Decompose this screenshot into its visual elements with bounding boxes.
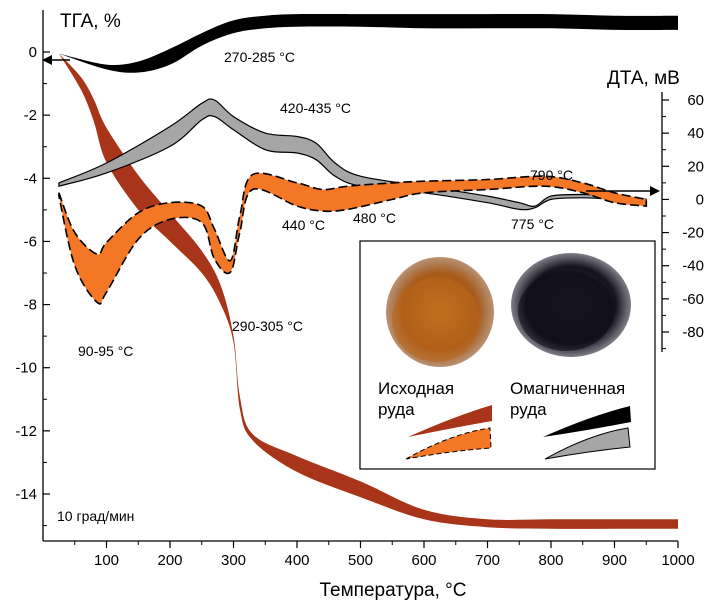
y-left-tick-label: -2 xyxy=(24,107,37,124)
annotation-270-285: 270-285 °C xyxy=(224,49,295,65)
y-right-tick-label: 20 xyxy=(687,158,704,175)
y-left-tick-label: -6 xyxy=(24,233,37,250)
y-left-title: ТГА, % xyxy=(60,11,121,32)
left-arrow-head xyxy=(42,55,52,65)
annotation-790: 790 °C xyxy=(530,167,573,183)
annotation-420-435: 420-435 °C xyxy=(280,100,351,116)
y-left-tick-label: 0 xyxy=(29,44,37,61)
y-right-title: ДТА, мВ xyxy=(607,68,680,89)
x-axis-title: Температура, °С xyxy=(320,580,467,601)
data-bands xyxy=(58,14,678,529)
y-left-tick-label: -4 xyxy=(24,170,37,187)
y-right-tick-label: -40 xyxy=(682,258,704,275)
ticks xyxy=(43,51,679,548)
legend-swatch-magnetized-dta xyxy=(544,427,631,460)
legend-original-line1: Исходная xyxy=(378,379,454,398)
heating-rate-label: 10 град/мин xyxy=(57,508,134,524)
x-tick-label: 1000 xyxy=(661,552,694,569)
y-right-tick-label: 40 xyxy=(687,125,704,142)
right-arrow-head xyxy=(650,186,660,196)
tga-magnetized-band xyxy=(58,14,678,73)
legend-swatch-original-dta xyxy=(405,427,492,460)
axis-arrows xyxy=(42,55,660,196)
x-tick-label: 200 xyxy=(157,552,182,569)
tick-labels: 100 200 300 400 500 600 700 800 900 10000-2-4-6-8… xyxy=(15,44,704,569)
x-tick-label: 900 xyxy=(602,552,627,569)
legend-magnetized-line1: Омагниченная xyxy=(510,379,625,398)
legend-inset: Исходная руда Омагниченная руда xyxy=(359,240,656,470)
y-right-tick-label: 60 xyxy=(687,92,704,109)
y-left-tick-label: -8 xyxy=(24,297,37,314)
y-left-tick-label: -14 xyxy=(15,486,37,503)
annotation-440: 440 °C xyxy=(282,217,325,233)
legend-swatch-original-tga xyxy=(408,405,492,437)
x-tick-label: 700 xyxy=(475,552,500,569)
x-tick-label: 800 xyxy=(538,552,563,569)
annotation-480: 480 °C xyxy=(353,210,396,226)
annotation-290-305: 290-305 °C xyxy=(232,318,303,334)
x-tick-label: 500 xyxy=(348,552,373,569)
y-right-tick-label: -20 xyxy=(682,225,704,242)
x-tick-label: 400 xyxy=(284,552,309,569)
x-tick-label: 100 xyxy=(94,552,119,569)
annotation-90-95: 90-95 °C xyxy=(78,343,133,359)
y-left-tick-label: -10 xyxy=(15,360,37,377)
legend-original-line2: руда xyxy=(378,400,415,419)
magnetized-ore-photo xyxy=(511,253,631,357)
dta-original-band xyxy=(58,172,648,305)
annotation-775: 775 °C xyxy=(511,216,554,232)
legend-swatch-magnetized-tga xyxy=(543,406,631,437)
original-ore-photo xyxy=(386,257,494,367)
y-right-tick-label: 0 xyxy=(696,191,704,208)
y-left-tick-label: -12 xyxy=(15,423,37,440)
x-tick-label: 600 xyxy=(411,552,436,569)
y-right-tick-label: -80 xyxy=(682,324,704,341)
annotations: 270-285 °C 420-435 °C 440 °C 480 °C 790 … xyxy=(78,49,573,359)
legend-magnetized-line2: руда xyxy=(510,400,547,419)
y-right-tick-label: -60 xyxy=(682,291,704,308)
x-tick-label: 300 xyxy=(221,552,246,569)
